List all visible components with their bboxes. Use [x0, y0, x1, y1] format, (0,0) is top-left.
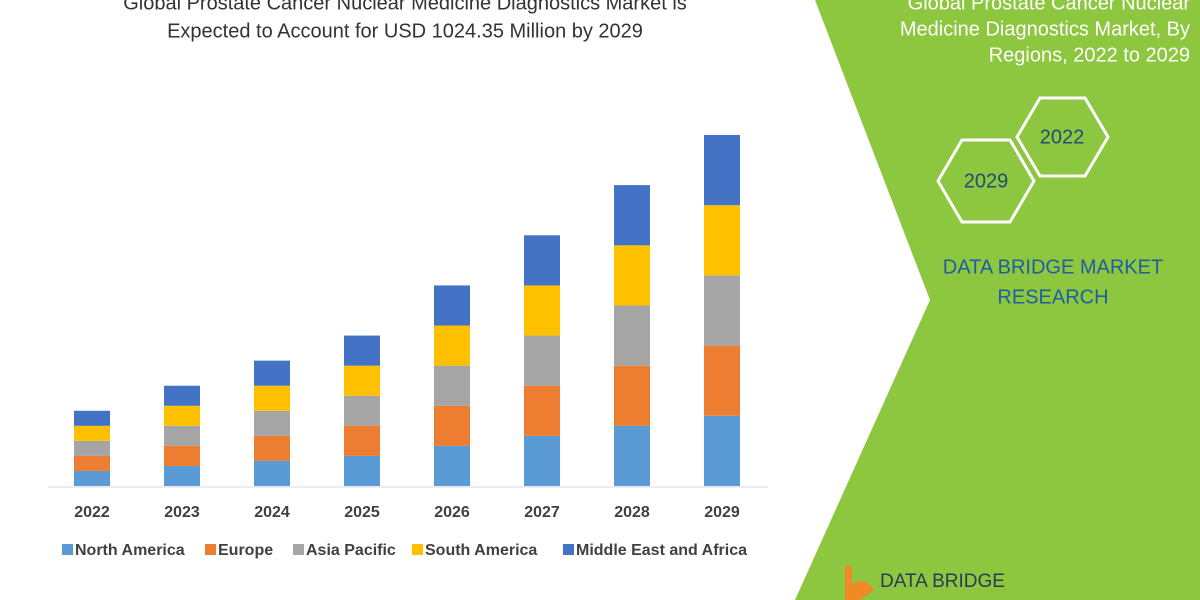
bar-segment — [704, 345, 740, 416]
bar-segment — [524, 385, 560, 436]
bar-segment — [164, 425, 200, 446]
bar-segment — [434, 405, 470, 446]
legend-swatch — [563, 544, 574, 555]
bar-segment — [254, 460, 290, 486]
bar-segment — [524, 235, 560, 286]
legend-label: Middle East and Africa — [576, 542, 747, 559]
bar-segment — [614, 365, 650, 426]
bar-segment — [434, 365, 470, 406]
legend-label: Asia Pacific — [306, 542, 396, 559]
x-tick-label: 2029 — [704, 504, 740, 521]
hexagon — [1015, 96, 1110, 178]
bar-segment — [614, 185, 650, 246]
bar-segment — [74, 455, 110, 471]
brand-text: RESEARCH — [997, 286, 1108, 308]
bar-segment — [434, 325, 470, 366]
brand-text: DATA BRIDGE MARKET — [943, 256, 1163, 278]
bar-segment — [704, 415, 740, 486]
panel-title: Global Prostate Cancer Nuclear — [908, 0, 1191, 14]
bar-segment — [74, 440, 110, 456]
x-tick-label: 2023 — [164, 504, 200, 521]
bar-segment — [524, 435, 560, 486]
x-tick-label: 2026 — [434, 504, 470, 521]
bar-segment — [254, 410, 290, 436]
bar-segment — [344, 365, 380, 396]
bar-segment — [614, 305, 650, 366]
legend-swatch — [412, 544, 423, 555]
bar-segment — [344, 425, 380, 456]
bar-segment — [524, 285, 560, 336]
hexagon-label: 2022 — [1040, 126, 1085, 148]
bar-segment — [254, 385, 290, 411]
legend-label: South America — [425, 542, 537, 559]
bar-segment — [164, 385, 200, 406]
legend-label: North America — [75, 542, 185, 559]
bar-segment — [704, 205, 740, 276]
panel-title: Regions, 2022 to 2029 — [989, 44, 1190, 66]
logo-icon — [845, 566, 874, 600]
bar-segment — [254, 435, 290, 461]
hexagon-label: 2029 — [964, 170, 1009, 192]
bar-segment — [344, 395, 380, 426]
x-tick-label: 2027 — [524, 504, 560, 521]
bar-segment — [164, 405, 200, 426]
bar-segment — [74, 470, 110, 486]
bar-segment — [704, 275, 740, 346]
bar-segment — [254, 360, 290, 386]
chart-title: Expected to Account for USD 1024.35 Mill… — [167, 20, 643, 42]
bar-segment — [74, 425, 110, 441]
bar-segment — [164, 445, 200, 466]
bar-segment — [434, 445, 470, 486]
logo-text: DATA BRIDGE — [880, 571, 1005, 592]
bar-segment — [344, 455, 380, 486]
legend-swatch — [293, 544, 304, 555]
panel-title: Medicine Diagnostics Market, By — [900, 18, 1190, 40]
bar-segment — [524, 335, 560, 386]
bar-segment — [434, 285, 470, 326]
legend-swatch — [62, 544, 73, 555]
chart-title: Global Prostate Cancer Nuclear Medicine … — [123, 0, 687, 14]
bar-segment — [164, 465, 200, 486]
x-tick-label: 2022 — [74, 504, 110, 521]
hexagon — [936, 138, 1036, 224]
hexagons — [936, 96, 1110, 224]
bar-segment — [344, 335, 380, 366]
legend-swatch — [205, 544, 216, 555]
bar-segment — [704, 135, 740, 206]
bar-segment — [614, 425, 650, 486]
x-tick-label: 2024 — [254, 504, 290, 521]
x-tick-label: 2028 — [614, 504, 650, 521]
bar-segment — [614, 245, 650, 306]
x-tick-label: 2025 — [344, 504, 380, 521]
legend-label: Europe — [218, 542, 273, 559]
bar-segment — [74, 410, 110, 426]
